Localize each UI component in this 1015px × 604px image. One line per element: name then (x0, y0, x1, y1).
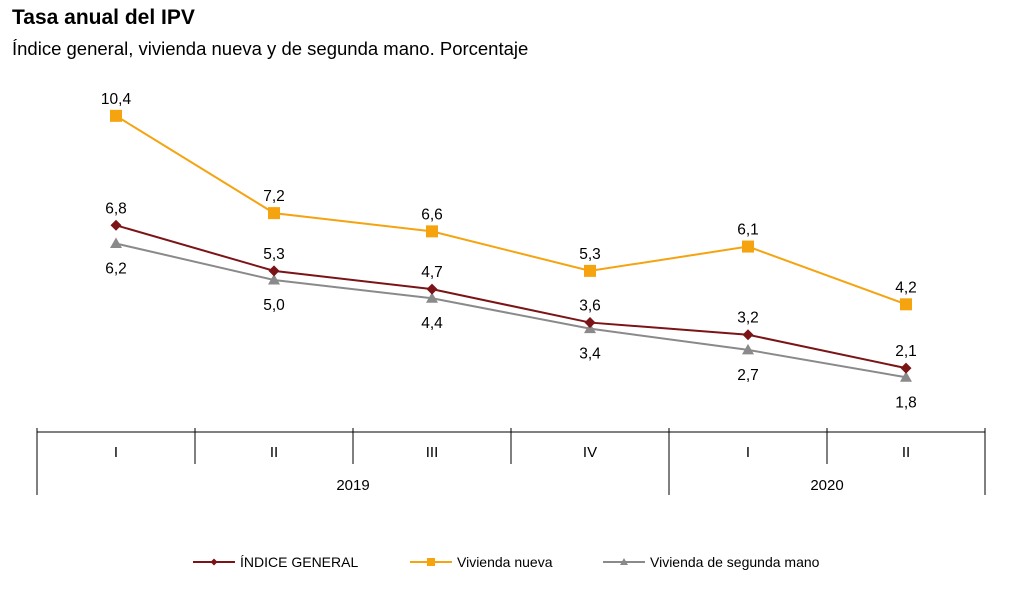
legend-marker (427, 558, 435, 566)
data-point (584, 317, 596, 329)
data-point (268, 274, 280, 285)
chart-title: Tasa anual del IPV (12, 6, 195, 29)
data-label: 10,4 (101, 91, 132, 108)
x-tick-label: I (746, 444, 750, 461)
data-label: 5,3 (263, 246, 285, 263)
data-point (742, 343, 754, 355)
chart-subtitle: Índice general, vivienda nueva y de segu… (12, 38, 529, 59)
data-point (110, 237, 122, 249)
data-point (900, 298, 912, 311)
data-label: 6,2 (105, 261, 127, 278)
series-line (115, 242, 907, 379)
data-point (426, 292, 438, 303)
data-label: 4,4 (421, 315, 443, 332)
data-label: 2,7 (737, 367, 759, 384)
data-label: 4,2 (895, 279, 917, 296)
data-point (426, 225, 438, 238)
x-tick-label: II (902, 444, 910, 461)
data-point (426, 283, 438, 295)
data-point (268, 265, 280, 277)
x-tick-label: III (426, 444, 439, 461)
data-label: 6,1 (737, 222, 759, 239)
legend-label: Vivienda nueva (457, 554, 553, 570)
data-label: 4,7 (421, 264, 443, 281)
x-tick-label: II (270, 444, 278, 461)
data-point (742, 329, 754, 341)
data-point (742, 240, 754, 253)
series-line (115, 114, 907, 306)
legend-label: Vivienda de segunda mano (650, 554, 820, 570)
data-point (110, 219, 122, 231)
data-label: 2,1 (895, 343, 917, 360)
data-label: 1,8 (895, 394, 917, 411)
data-point (110, 109, 122, 122)
data-label: 3,4 (579, 346, 601, 363)
legend-marker (210, 558, 218, 566)
year-group-label: 2019 (336, 477, 369, 494)
data-point (900, 362, 912, 374)
data-label: 7,2 (263, 188, 285, 205)
data-label: 5,3 (579, 246, 601, 263)
legend-marker (620, 558, 628, 565)
data-label: 6,6 (421, 206, 443, 223)
data-label: 3,2 (737, 310, 759, 327)
data-point (584, 264, 596, 277)
series-line (115, 224, 907, 370)
x-tick-label: IV (583, 444, 597, 461)
x-tick-label: I (114, 444, 118, 461)
legend-label: ÍNDICE GENERAL (240, 554, 358, 570)
data-point (900, 371, 912, 382)
year-group-label: 2020 (810, 477, 843, 494)
data-label: 5,0 (263, 297, 285, 314)
data-point (268, 207, 280, 220)
data-label: 3,6 (579, 298, 601, 315)
data-label: 6,8 (105, 200, 127, 217)
